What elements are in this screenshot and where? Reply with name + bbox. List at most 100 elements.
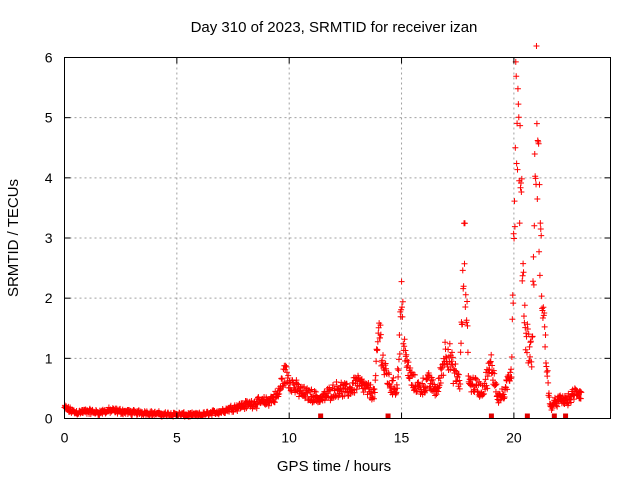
data-point bbox=[526, 343, 533, 350]
data-point bbox=[546, 394, 553, 401]
data-point bbox=[498, 386, 505, 393]
data-point bbox=[519, 272, 526, 279]
data-point bbox=[520, 269, 527, 276]
data-point bbox=[396, 332, 403, 339]
data-point bbox=[285, 372, 292, 379]
data-point bbox=[483, 382, 490, 389]
data-point bbox=[308, 393, 315, 400]
data-point bbox=[501, 394, 508, 401]
data-point bbox=[464, 349, 471, 356]
data-point bbox=[511, 223, 518, 230]
data-point bbox=[390, 374, 397, 381]
data-point bbox=[518, 175, 525, 182]
data-point bbox=[377, 334, 384, 341]
data-point bbox=[484, 373, 491, 380]
data-point bbox=[283, 369, 290, 376]
data-point bbox=[394, 385, 401, 392]
data-point bbox=[395, 367, 402, 374]
data-point bbox=[432, 392, 439, 399]
data-point bbox=[545, 379, 552, 386]
x-tick-label: 20 bbox=[506, 430, 522, 446]
data-point bbox=[462, 304, 469, 311]
data-points bbox=[61, 42, 585, 420]
chart-title: Day 310 of 2023, SRMTID for receiver iza… bbox=[191, 19, 478, 36]
data-point bbox=[456, 377, 463, 384]
data-point bbox=[542, 343, 549, 350]
data-point bbox=[529, 333, 536, 340]
data-point bbox=[275, 393, 282, 400]
data-point bbox=[509, 292, 516, 299]
data-point bbox=[461, 220, 468, 227]
data-point bbox=[515, 114, 522, 121]
data-point bbox=[400, 340, 407, 347]
data-point bbox=[485, 367, 492, 374]
data-point bbox=[526, 353, 533, 360]
x-tick-label: 15 bbox=[394, 430, 410, 446]
data-point bbox=[491, 370, 498, 377]
data-point bbox=[455, 371, 462, 378]
data-point bbox=[321, 397, 328, 404]
data-point bbox=[488, 351, 495, 358]
data-point bbox=[253, 405, 260, 412]
data-point bbox=[293, 380, 300, 387]
data-point bbox=[295, 393, 302, 400]
gap-marker bbox=[488, 413, 494, 419]
gap-marker bbox=[318, 413, 324, 419]
data-point bbox=[519, 277, 526, 284]
y-axis-label: SRMTID / TECUs bbox=[5, 179, 22, 297]
data-point bbox=[438, 366, 445, 373]
data-point bbox=[448, 349, 455, 356]
data-point bbox=[343, 380, 350, 387]
data-point bbox=[530, 281, 537, 288]
data-point bbox=[493, 381, 500, 388]
data-point bbox=[507, 369, 514, 376]
data-point bbox=[536, 272, 543, 279]
data-point bbox=[531, 222, 538, 229]
data-point bbox=[513, 73, 520, 80]
data-point bbox=[533, 120, 540, 127]
data-point bbox=[282, 362, 289, 369]
data-point bbox=[517, 122, 524, 129]
data-point bbox=[396, 350, 403, 357]
data-point bbox=[517, 180, 524, 187]
data-point bbox=[270, 398, 277, 405]
data-point bbox=[471, 386, 478, 393]
y-tick-label: 5 bbox=[45, 110, 53, 126]
y-tick-label: 3 bbox=[45, 230, 53, 246]
data-point bbox=[537, 226, 544, 233]
data-point bbox=[522, 324, 529, 331]
data-point bbox=[423, 376, 430, 383]
data-point bbox=[506, 378, 513, 385]
data-point bbox=[452, 361, 459, 368]
gap-marker bbox=[551, 413, 557, 419]
data-point bbox=[464, 322, 471, 329]
x-axis-label: GPS time / hours bbox=[277, 458, 391, 475]
data-point bbox=[450, 380, 457, 387]
data-point bbox=[406, 375, 413, 382]
data-point bbox=[510, 300, 517, 307]
data-point bbox=[419, 380, 426, 387]
data-point bbox=[530, 278, 537, 285]
y-tick-label: 0 bbox=[45, 411, 53, 427]
data-point bbox=[544, 373, 551, 380]
data-point bbox=[459, 267, 466, 274]
data-point bbox=[411, 371, 418, 378]
data-point bbox=[522, 346, 529, 353]
data-point bbox=[462, 291, 469, 298]
data-point bbox=[532, 175, 539, 182]
gap-marker bbox=[524, 413, 530, 419]
data-point bbox=[536, 248, 543, 255]
data-point bbox=[308, 386, 315, 393]
data-point bbox=[374, 338, 381, 345]
data-point bbox=[518, 189, 525, 196]
data-point bbox=[377, 322, 384, 329]
data-point bbox=[567, 399, 574, 406]
data-point bbox=[578, 389, 585, 396]
data-point bbox=[403, 364, 410, 371]
data-point bbox=[465, 373, 472, 380]
data-point bbox=[444, 363, 451, 370]
data-point bbox=[399, 313, 406, 320]
data-point bbox=[508, 366, 515, 373]
data-point bbox=[395, 356, 402, 363]
data-point bbox=[408, 372, 415, 379]
